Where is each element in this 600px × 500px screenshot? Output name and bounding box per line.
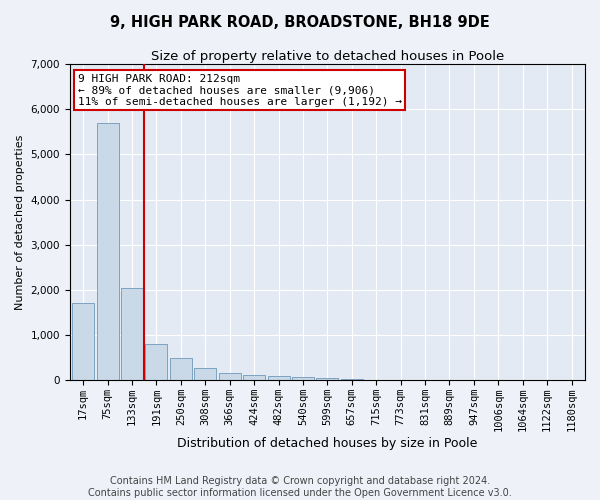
Bar xyxy=(121,288,143,380)
Bar xyxy=(316,378,338,380)
Bar xyxy=(292,378,314,380)
Bar xyxy=(341,379,363,380)
Bar xyxy=(145,344,167,380)
Bar xyxy=(219,373,241,380)
X-axis label: Distribution of detached houses by size in Poole: Distribution of detached houses by size … xyxy=(177,437,478,450)
Title: Size of property relative to detached houses in Poole: Size of property relative to detached ho… xyxy=(151,50,504,63)
Bar xyxy=(243,374,265,380)
Bar xyxy=(97,123,119,380)
Y-axis label: Number of detached properties: Number of detached properties xyxy=(15,134,25,310)
Text: 9, HIGH PARK ROAD, BROADSTONE, BH18 9DE: 9, HIGH PARK ROAD, BROADSTONE, BH18 9DE xyxy=(110,15,490,30)
Text: Contains HM Land Registry data © Crown copyright and database right 2024.
Contai: Contains HM Land Registry data © Crown c… xyxy=(88,476,512,498)
Bar xyxy=(268,376,290,380)
Text: 9 HIGH PARK ROAD: 212sqm
← 89% of detached houses are smaller (9,906)
11% of sem: 9 HIGH PARK ROAD: 212sqm ← 89% of detach… xyxy=(77,74,401,107)
Bar xyxy=(194,368,216,380)
Bar xyxy=(170,358,192,380)
Bar xyxy=(72,304,94,380)
